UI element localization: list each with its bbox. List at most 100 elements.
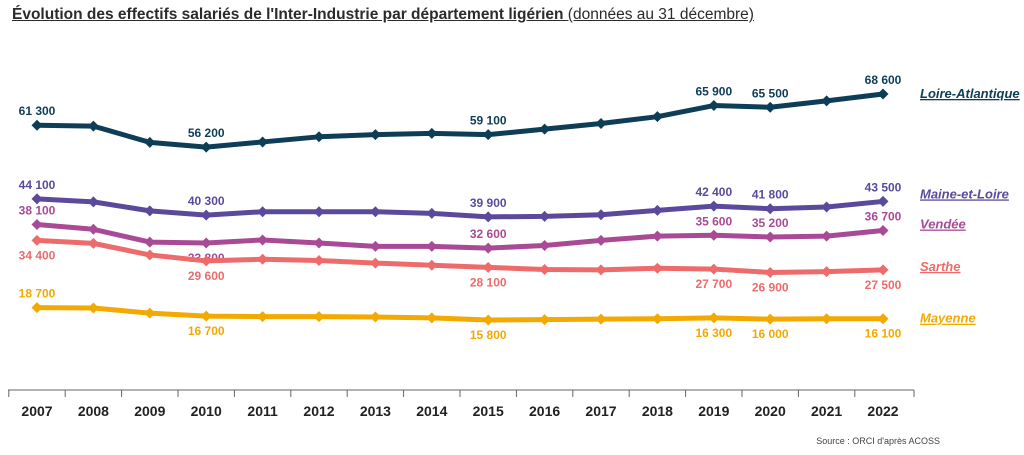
- data-point-mayenne: [257, 311, 269, 323]
- data-label-maine-et-loire: 41 800: [752, 188, 789, 202]
- x-tick-label: 2017: [585, 403, 616, 419]
- data-point-sarthe: [200, 255, 212, 267]
- x-tick-label: 2008: [78, 403, 109, 419]
- data-label-sarthe: 27 700: [695, 277, 732, 291]
- data-point-vend-e: [313, 237, 325, 249]
- legend-label-sarthe: Sarthe: [920, 259, 960, 274]
- x-tick-label: 2014: [416, 403, 447, 419]
- source-note: Source : ORCI d'après ACOSS: [816, 436, 940, 446]
- data-point-loire-atlantique: [764, 101, 776, 113]
- data-point-loire-atlantique: [821, 95, 833, 107]
- data-point-maine-et-loire: [764, 203, 776, 215]
- data-point-vend-e: [482, 242, 494, 254]
- data-point-mayenne: [200, 310, 212, 322]
- data-point-vend-e: [651, 230, 663, 242]
- data-point-vend-e: [87, 223, 99, 235]
- x-tick-label: 2009: [134, 403, 165, 419]
- x-tick-label: 2018: [642, 403, 673, 419]
- data-point-sarthe: [708, 263, 720, 275]
- data-point-vend-e: [31, 219, 43, 231]
- data-point-maine-et-loire: [595, 209, 607, 221]
- legend-label-maine-et-loire: Maine-et-Loire: [920, 186, 1009, 201]
- data-point-mayenne: [87, 302, 99, 314]
- data-point-sarthe: [87, 237, 99, 249]
- data-label-maine-et-loire: 44 100: [19, 178, 56, 192]
- data-point-vend-e: [426, 240, 438, 252]
- data-point-mayenne: [144, 307, 156, 319]
- data-point-vend-e: [877, 225, 889, 237]
- data-point-maine-et-loire: [426, 207, 438, 219]
- data-label-maine-et-loire: 39 900: [470, 196, 507, 210]
- data-point-maine-et-loire: [31, 193, 43, 205]
- data-label-maine-et-loire: 43 500: [865, 180, 902, 194]
- data-point-loire-atlantique: [595, 118, 607, 130]
- data-label-loire-atlantique: 59 100: [470, 114, 507, 128]
- data-label-vend-e: 35 200: [752, 216, 789, 230]
- data-point-sarthe: [764, 266, 776, 278]
- x-tick-label: 2010: [191, 403, 222, 419]
- chart-title-main: Évolution des effectifs salariés de l'In…: [12, 6, 564, 23]
- series-line-loire-atlantique: [34, 91, 886, 150]
- x-tick-label: 2019: [698, 403, 729, 419]
- series-line-mayenne: [34, 305, 886, 323]
- data-point-loire-atlantique: [369, 129, 381, 141]
- series-line-vend-e: [34, 222, 886, 251]
- data-point-maine-et-loire: [708, 200, 720, 212]
- data-point-sarthe: [821, 266, 833, 278]
- data-point-vend-e: [821, 230, 833, 242]
- data-point-sarthe: [426, 259, 438, 271]
- data-point-mayenne: [369, 311, 381, 323]
- data-point-vend-e: [595, 234, 607, 246]
- data-point-loire-atlantique: [144, 136, 156, 148]
- data-label-vend-e: 38 100: [19, 204, 56, 218]
- data-point-sarthe: [595, 264, 607, 276]
- data-label-loire-atlantique: 68 600: [865, 73, 902, 87]
- data-point-mayenne: [595, 313, 607, 325]
- data-point-vend-e: [200, 237, 212, 249]
- data-point-loire-atlantique: [482, 129, 494, 141]
- data-point-loire-atlantique: [708, 100, 720, 112]
- data-point-maine-et-loire: [651, 204, 663, 216]
- data-point-sarthe: [313, 255, 325, 267]
- data-point-vend-e: [369, 240, 381, 252]
- x-tick-label: 2012: [303, 403, 334, 419]
- data-point-mayenne: [764, 313, 776, 325]
- x-tick-label: 2020: [755, 403, 786, 419]
- x-tick-label: 2013: [360, 403, 391, 419]
- data-point-loire-atlantique: [31, 119, 43, 131]
- data-point-mayenne: [877, 313, 889, 325]
- data-point-sarthe: [31, 234, 43, 246]
- data-point-vend-e: [708, 229, 720, 241]
- data-label-sarthe: 34 400: [19, 248, 56, 262]
- data-point-loire-atlantique: [257, 136, 269, 148]
- data-label-sarthe: 27 500: [865, 278, 902, 292]
- chart-title-sub: (données au 31 décembre): [563, 6, 754, 23]
- data-label-maine-et-loire: 40 300: [188, 194, 225, 208]
- data-label-loire-atlantique: 65 500: [752, 86, 789, 100]
- legend-label-loire-atlantique: Loire-Atlantique: [920, 86, 1020, 101]
- data-point-mayenne: [821, 313, 833, 325]
- data-label-mayenne: 16 700: [188, 324, 225, 338]
- data-label-loire-atlantique: 65 900: [695, 85, 732, 99]
- data-label-mayenne: 16 100: [865, 327, 902, 341]
- data-point-maine-et-loire: [482, 211, 494, 223]
- legend-label-vend-e: Vendée: [920, 217, 966, 232]
- data-point-vend-e: [539, 240, 551, 252]
- data-point-loire-atlantique: [313, 131, 325, 143]
- data-point-mayenne: [482, 314, 494, 326]
- data-label-sarthe: 29 600: [188, 269, 225, 283]
- data-point-sarthe: [539, 263, 551, 275]
- data-point-vend-e: [257, 234, 269, 246]
- x-tick-label: 2011: [247, 403, 278, 419]
- data-point-loire-atlantique: [200, 141, 212, 153]
- chart-title: Évolution des effectifs salariés de l'In…: [12, 6, 754, 24]
- data-point-maine-et-loire: [877, 195, 889, 207]
- x-tick-label: 2021: [811, 403, 842, 419]
- data-label-vend-e: 36 700: [865, 210, 902, 224]
- x-tick-label: 2022: [867, 403, 898, 419]
- data-point-mayenne: [539, 314, 551, 326]
- data-label-loire-atlantique: 56 200: [188, 126, 225, 140]
- data-point-sarthe: [482, 261, 494, 273]
- data-point-loire-atlantique: [651, 111, 663, 123]
- data-point-sarthe: [651, 262, 663, 274]
